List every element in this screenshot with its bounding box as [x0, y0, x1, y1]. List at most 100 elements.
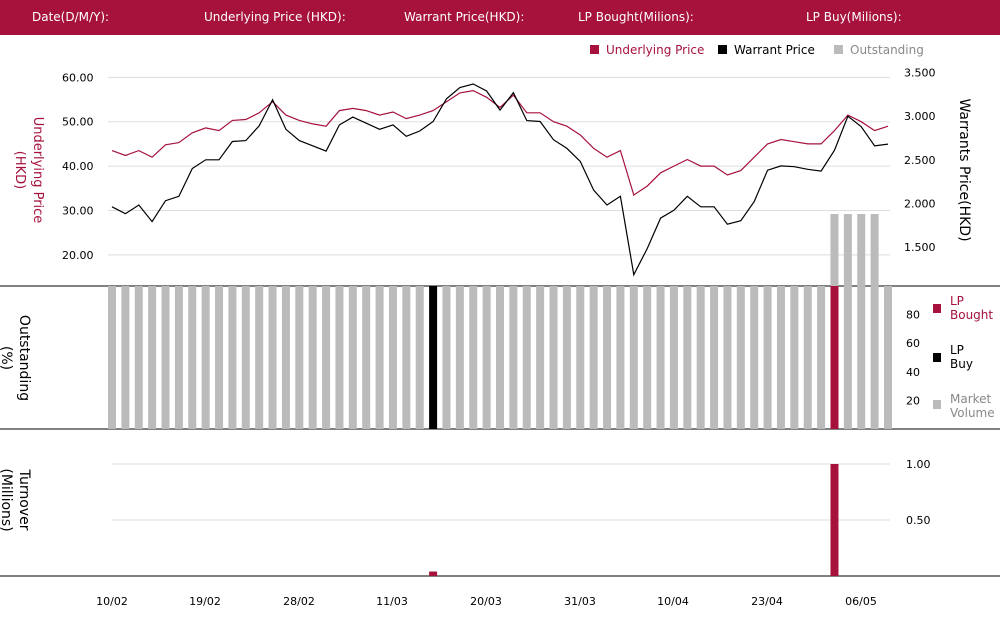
outstanding-bar	[281, 286, 290, 429]
outstanding-bar	[215, 286, 224, 429]
date-label: Date(D/M/Y):	[32, 10, 110, 24]
legend-swatch-market-volume	[933, 400, 941, 409]
x-tick-label: 11/03	[376, 595, 408, 608]
y-bottom-tick-label: 0.50	[906, 514, 931, 527]
legend-label: Underlying Price	[606, 43, 704, 57]
legend-swatch	[718, 45, 727, 54]
outstanding-bar	[603, 286, 612, 429]
outstanding-bar	[201, 286, 210, 429]
y-left-tick-label: 30.00	[62, 205, 94, 218]
outstanding-bar	[335, 286, 344, 429]
outstanding-bar	[482, 286, 491, 429]
outstanding-bar	[322, 286, 331, 429]
lp-buy-bar	[429, 286, 438, 429]
y-mid-tick-label: 60	[906, 337, 920, 350]
outstanding-bar	[750, 286, 759, 429]
legend-label-market-volume-2: Volume	[950, 406, 995, 420]
legend-label: Warrant Price	[734, 43, 815, 57]
outstanding-bar	[455, 286, 464, 429]
outstanding-bar	[268, 286, 277, 429]
header-bar: Date(D/M/Y): Underlying Price (HKD): War…	[0, 0, 1000, 35]
y-right-axis-title: Warrants Price(HKD)	[956, 98, 972, 241]
outstanding-bar	[710, 286, 719, 429]
turnover-bar	[830, 464, 839, 576]
x-tick-label: 31/03	[564, 595, 596, 608]
legend-label: Outstanding	[850, 43, 924, 57]
y-bottom-axis-title-unit: (Millions)	[0, 468, 14, 531]
outstanding-bar	[643, 286, 652, 429]
outstanding-bar	[308, 286, 317, 429]
legend-label-market-volume: Market	[950, 392, 992, 406]
outstanding-bar	[121, 286, 130, 429]
outstanding-bar	[790, 286, 799, 429]
lp-bought-label: LP Bought(Milions):	[578, 10, 694, 24]
y-mid-tick-label: 40	[906, 366, 920, 379]
outstanding-bar	[549, 286, 558, 429]
outstanding-bar	[469, 286, 478, 429]
y-left-axis-title: Underlying Price	[30, 117, 45, 224]
x-tick-label: 20/03	[470, 595, 502, 608]
outstanding-bar	[843, 286, 852, 429]
outstanding-bar	[669, 286, 678, 429]
outstanding-bar	[656, 286, 665, 429]
outstanding-bar	[683, 286, 692, 429]
y-left-tick-label: 40.00	[62, 160, 94, 173]
y-left-tick-label: 60.00	[62, 71, 94, 84]
x-tick-label: 06/05	[845, 595, 877, 608]
outstanding-bar	[776, 286, 785, 429]
lp-bought-bar	[830, 286, 839, 429]
outstanding-bar	[388, 286, 397, 429]
y-right-tick-label: 3.000	[904, 110, 936, 123]
outstanding-bar	[174, 286, 183, 429]
y-left-tick-label: 50.00	[62, 116, 94, 129]
outstanding-bar	[817, 286, 826, 429]
y-mid-axis-title-unit: (%)	[0, 346, 14, 370]
legend-swatch-lp-bought	[933, 304, 941, 313]
outstanding-bar	[763, 286, 772, 429]
y-bottom-axis-title: Turnover	[16, 469, 32, 531]
y-right-tick-label: 2.000	[904, 197, 936, 210]
outstanding-bar-top	[830, 214, 839, 286]
outstanding-bar	[562, 286, 571, 429]
legend-label-lp-buy-2: Buy	[950, 357, 973, 371]
outstanding-bar	[522, 286, 531, 429]
lp-buy-label: LP Buy(Milions):	[806, 10, 902, 24]
outstanding-bar	[148, 286, 157, 429]
outstanding-bar-top	[857, 214, 866, 286]
outstanding-bar-top	[843, 214, 852, 286]
turnover-bar	[429, 571, 438, 576]
outstanding-bar	[723, 286, 732, 429]
outstanding-bar	[295, 286, 304, 429]
y-bottom-tick-label: 1.00	[906, 458, 931, 471]
legend-label-lp-buy: LP	[950, 343, 964, 357]
outstanding-bar	[589, 286, 598, 429]
outstanding-bar	[616, 286, 625, 429]
legend-label-lp-bought: LP	[950, 294, 964, 308]
outstanding-bar	[375, 286, 384, 429]
y-right-tick-label: 1.500	[904, 241, 936, 254]
outstanding-bar	[161, 286, 170, 429]
legend-label-lp-bought-2: Bought	[950, 308, 993, 322]
outstanding-bar	[442, 286, 451, 429]
underlying-price-label: Underlying Price (HKD):	[204, 10, 346, 24]
legend-swatch	[834, 45, 843, 54]
y-left-axis-title-unit: (HKD)	[12, 151, 27, 189]
outstanding-bar	[870, 286, 879, 429]
outstanding-bar	[188, 286, 197, 429]
outstanding-bar	[415, 286, 424, 429]
warrant-price-line	[111, 83, 889, 277]
y-right-tick-label: 2.500	[904, 154, 936, 167]
y-right-tick-label: 3.500	[904, 67, 936, 80]
outstanding-bar	[736, 286, 745, 429]
y-mid-axis-title: Outstanding	[16, 315, 32, 401]
outstanding-bar	[228, 286, 237, 429]
outstanding-bar	[108, 286, 116, 429]
outstanding-bar	[884, 286, 892, 429]
underlying-price-line	[111, 89, 889, 196]
outstanding-bar	[857, 286, 866, 429]
outstanding-bar	[348, 286, 357, 429]
legend-swatch-lp-buy	[933, 353, 941, 362]
outstanding-bar	[362, 286, 371, 429]
outstanding-bar	[241, 286, 250, 429]
